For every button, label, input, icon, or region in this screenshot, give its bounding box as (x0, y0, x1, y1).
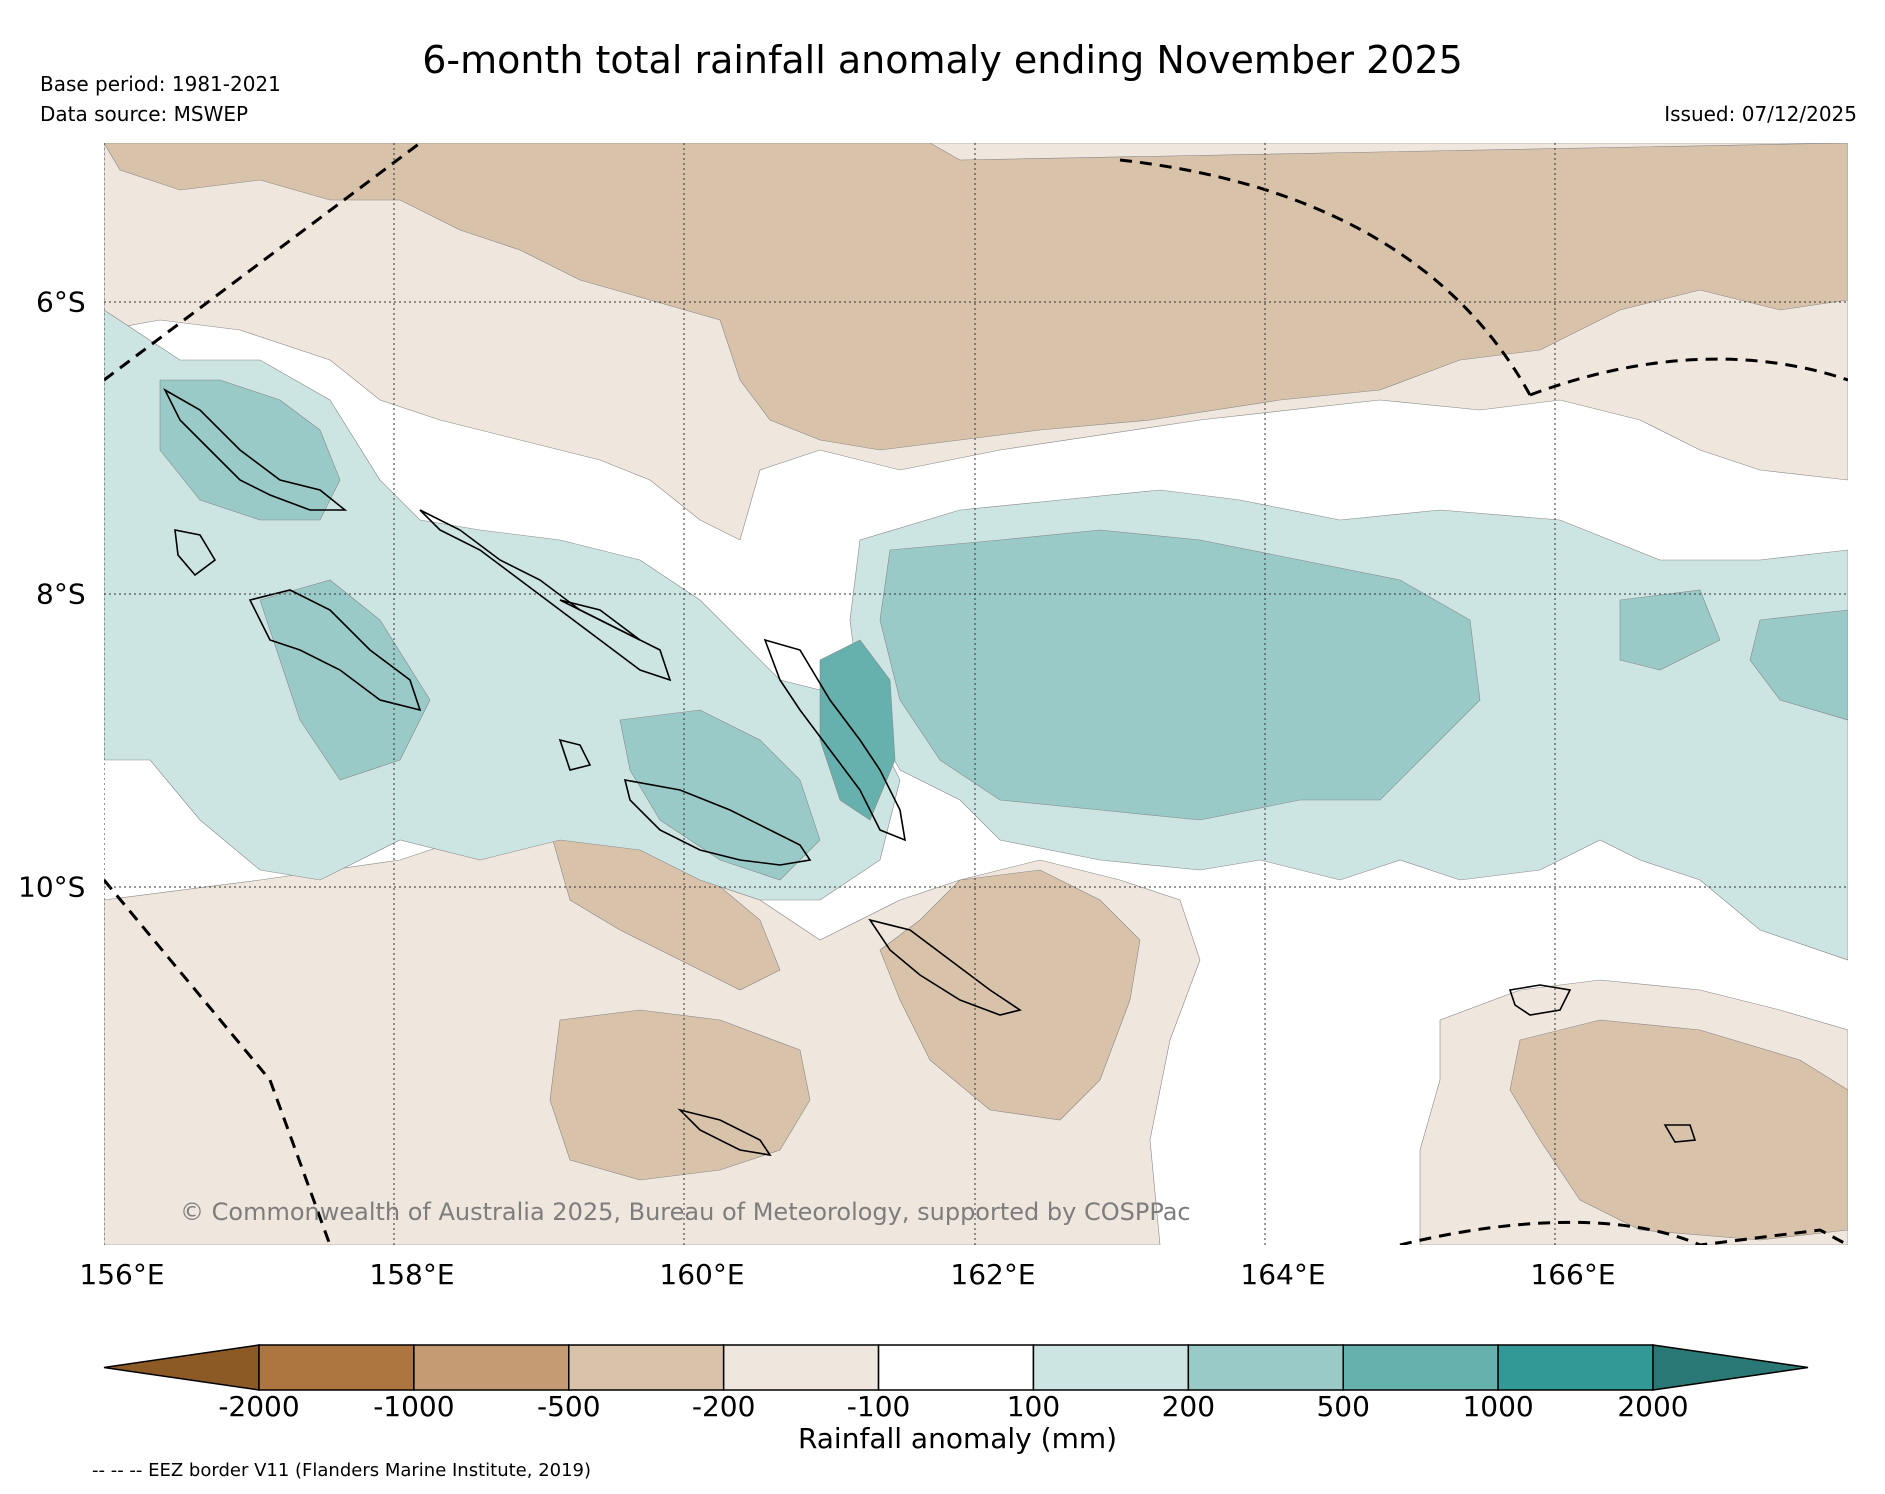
island-choiseul (419, 509, 672, 682)
wet-band-east-strong (879, 529, 1481, 821)
colorbar-title: Rainfall anomaly (mm) (797, 1422, 1118, 1455)
colorbar-segment (1497, 1344, 1654, 1391)
graticule (104, 143, 1848, 1245)
colorbar-tick-label: 100 (1006, 1390, 1061, 1423)
colorbar-segment (413, 1344, 570, 1391)
colorbar-tick-label: 2000 (1617, 1390, 1689, 1423)
colorbar-segments (103, 1344, 1809, 1391)
colorbar-tick-label: 500 (1316, 1390, 1370, 1423)
island-bougainville (163, 387, 348, 511)
islands (163, 387, 1697, 1157)
lon-label-160: 160°E (659, 1258, 745, 1291)
island-makira (868, 918, 1022, 1016)
eez-footnote: -- -- -- EEZ border V11 (Flanders Marine… (92, 1460, 592, 1481)
lat-label-8s: 8°S (36, 577, 86, 611)
island-new-georgia (248, 589, 422, 712)
island-malaita (763, 638, 907, 842)
colorbar-extend-high (1652, 1344, 1809, 1391)
island-savo (558, 738, 592, 771)
colorbar-tick-label: 1000 (1462, 1390, 1534, 1423)
island-isabel (559, 599, 641, 641)
eez-borders (104, 143, 1848, 1245)
colorbar-extend-low (103, 1344, 260, 1391)
lon-label-164: 164°E (1240, 1258, 1326, 1291)
lon-label-158: 158°E (369, 1258, 455, 1291)
map-title: 6-month total rainfall anomaly ending No… (422, 38, 1463, 82)
lat-label-6s: 6°S (36, 285, 86, 319)
colorbar-tick-label: -2000 (218, 1390, 300, 1423)
colorbar-tick-label: -100 (846, 1390, 911, 1423)
island-shortland (174, 528, 217, 577)
island-rennell (677, 1108, 772, 1157)
colorbar-segment (877, 1344, 1035, 1391)
issued-date: Issued: 07/12/2025 (1664, 102, 1857, 126)
colorbar-segment (722, 1344, 880, 1391)
lat-label-10s: 10°S (18, 870, 86, 904)
colorbar-tick-label: -200 (691, 1390, 756, 1423)
lon-label-156: 156°E (79, 1258, 165, 1291)
colorbar-segment (568, 1344, 725, 1391)
lon-label-162: 162°E (950, 1258, 1036, 1291)
colorbar-tick-label: -1000 (373, 1390, 455, 1423)
lon-label-166: 166°E (1530, 1258, 1616, 1291)
colorbar-segment (258, 1344, 415, 1391)
base-period: Base period: 1981-2021 (40, 72, 281, 96)
colorbar-tick-label: -500 (536, 1390, 601, 1423)
colorbar-segment (1187, 1344, 1344, 1391)
island-santa-cruz (1508, 984, 1572, 1016)
dry-patch-se-strong (1509, 1019, 1848, 1241)
wet-band-far-east (1619, 589, 1848, 721)
copyright-credit: © Commonwealth of Australia 2025, Bureau… (180, 1198, 1191, 1226)
colorbar-segment (1342, 1344, 1499, 1391)
wet-center-strong (819, 639, 896, 821)
wet-region-west-strong (159, 379, 821, 881)
colorbar-segment (1032, 1344, 1190, 1391)
colorbar-tick-label: 200 (1161, 1390, 1216, 1423)
anomaly-field (104, 143, 1848, 1245)
data-source: Data source: MSWEP (40, 102, 249, 126)
dry-patch-south (879, 869, 1141, 1121)
dry-zone-north-strong (104, 143, 1848, 451)
dry-patch-sw-strong (549, 1009, 811, 1181)
island-guadalcanal (623, 778, 812, 866)
island-vanikoro (1663, 1124, 1697, 1143)
